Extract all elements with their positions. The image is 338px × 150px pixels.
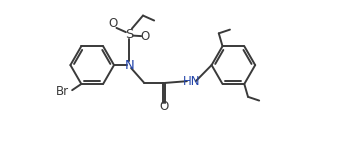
Text: Br: Br [56,85,69,98]
Text: O: O [108,18,118,30]
Text: S: S [125,28,134,41]
Text: O: O [141,30,150,43]
Text: O: O [160,100,169,113]
Text: N: N [124,59,134,72]
Text: HN: HN [183,75,200,88]
